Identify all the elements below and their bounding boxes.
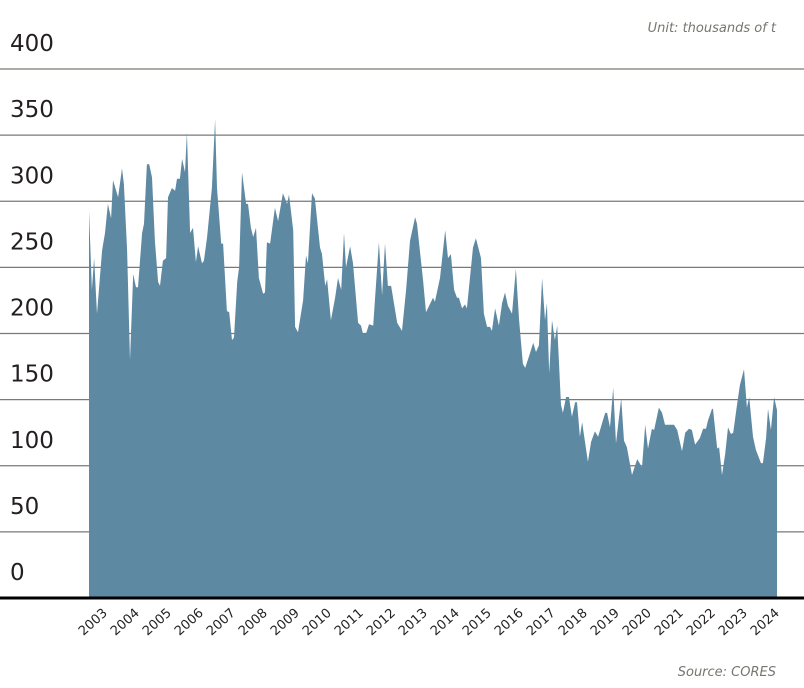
x-tick-label: 2016 [492,606,527,639]
y-tick-label: 0 [10,560,25,586]
x-tick-label: 2024 [748,606,783,639]
x-tick-label: 2006 [172,606,207,639]
area-series [89,119,777,599]
x-tick-label: 2018 [556,606,591,639]
y-axis-labels: 0 50 100 150 200 250 300 350 400 [10,31,54,586]
x-tick-label: 2008 [236,606,271,639]
x-tick-label: 2005 [140,606,175,639]
x-tick-label: 2009 [268,606,303,639]
x-tick-label: 2004 [108,606,143,639]
y-tick-label: 150 [10,362,54,388]
y-tick-label: 400 [10,31,54,57]
x-tick-label: 2019 [588,606,623,639]
unit-note: Unit: thousands of t [648,21,777,36]
y-tick-label: 250 [10,229,54,255]
x-tick-label: 2003 [76,606,111,639]
x-tick-label: 2022 [684,606,719,639]
x-axis-labels: 2003200420052006200720082009201020112012… [76,606,783,639]
x-tick-label: 2021 [652,606,687,639]
x-tick-label: 2014 [428,606,463,639]
y-tick-label: 350 [10,97,54,123]
x-tick-label: 2023 [716,606,751,639]
y-tick-label: 300 [10,163,54,189]
x-tick-label: 2017 [524,606,559,639]
x-tick-label: 2013 [396,606,431,639]
x-tick-label: 2012 [364,606,399,639]
y-tick-label: 100 [10,428,54,454]
x-tick-label: 2015 [460,606,495,639]
y-tick-label: 50 [10,494,39,520]
x-tick-label: 2010 [300,606,335,639]
x-tick-label: 2011 [332,606,367,639]
source-note: Source: CORES [678,665,776,680]
x-tick-label: 2020 [620,606,655,639]
y-tick-label: 200 [10,296,54,322]
x-tick-label: 2007 [204,606,239,639]
